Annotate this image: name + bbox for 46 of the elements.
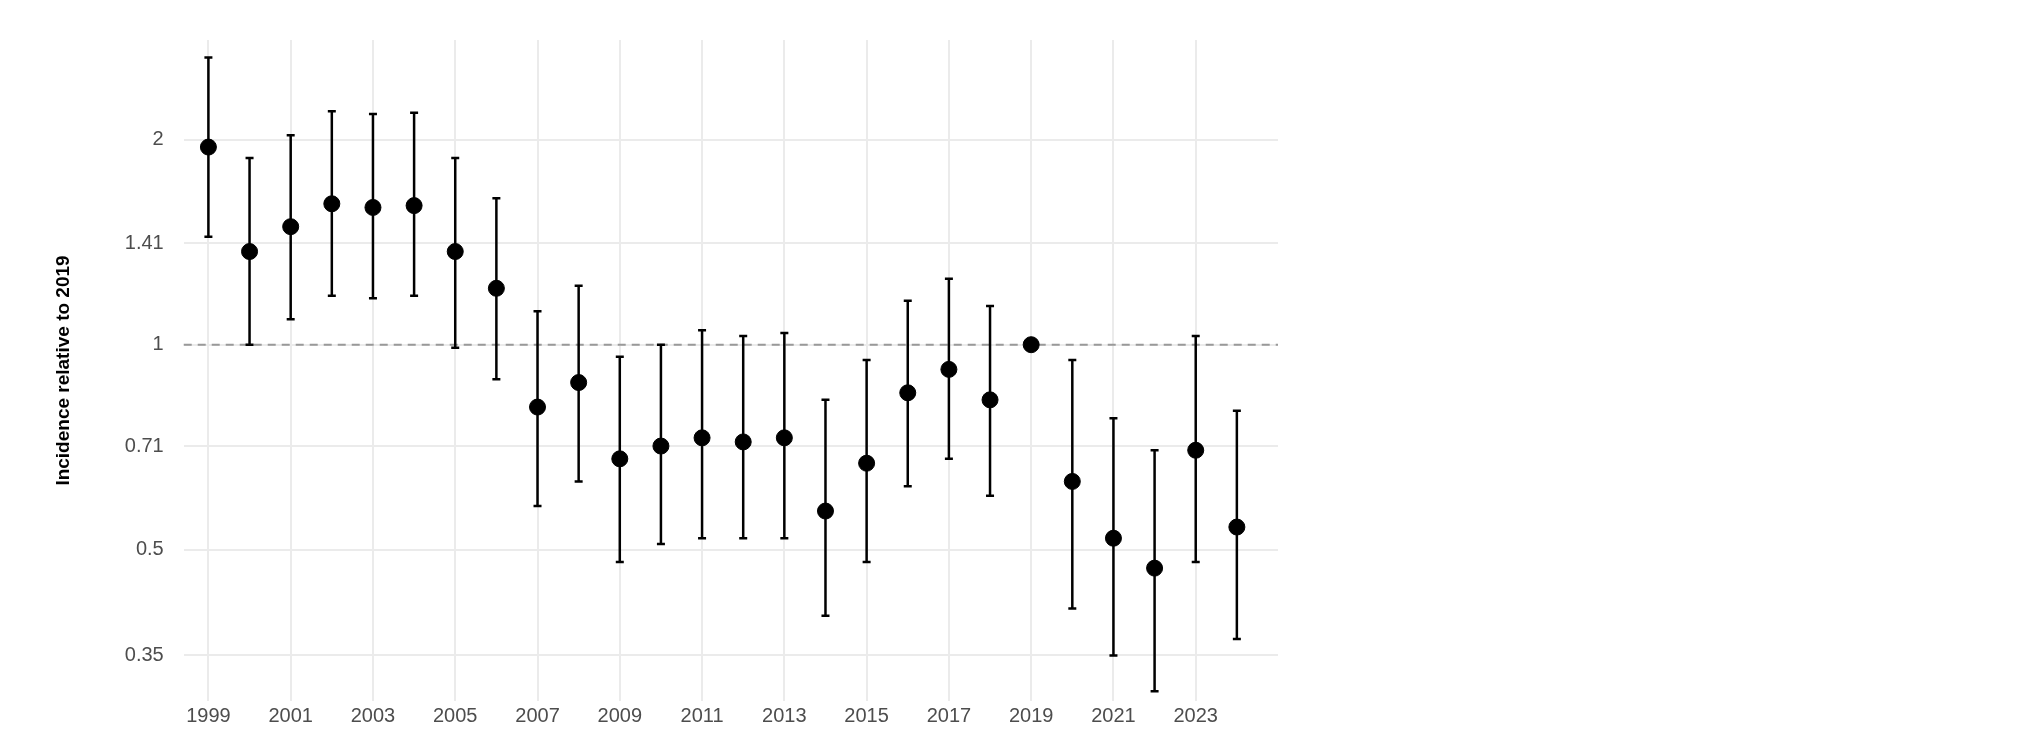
point — [775, 429, 793, 447]
point — [611, 450, 629, 468]
point — [364, 198, 382, 216]
point — [816, 502, 834, 520]
point — [940, 360, 958, 378]
y-tick-label: 1 — [152, 332, 164, 355]
x-tick-label: 1999 — [186, 703, 231, 726]
x-tick-label: 2013 — [762, 703, 807, 726]
point — [734, 433, 752, 451]
x-tick-label: 2015 — [844, 703, 889, 726]
x-tick-label: 2019 — [1008, 703, 1054, 726]
y-tick-label: 0.71 — [124, 433, 164, 456]
y-tick-label: 1.41 — [124, 230, 164, 253]
point — [282, 218, 300, 236]
point — [1187, 441, 1205, 459]
x-tick-label: 2021 — [1091, 703, 1136, 726]
point — [1146, 559, 1164, 577]
x-tick-label: 2005 — [432, 703, 478, 726]
point — [446, 243, 464, 261]
y-tick-label: 0.5 — [135, 537, 164, 560]
point — [1228, 518, 1246, 536]
point — [899, 384, 917, 402]
x-tick-label: 2023 — [1173, 703, 1218, 726]
point — [1063, 472, 1081, 490]
point — [241, 243, 259, 261]
point — [981, 391, 999, 409]
point — [487, 279, 505, 297]
x-tick-label: 2017 — [926, 703, 972, 726]
point — [323, 195, 341, 213]
point — [1104, 529, 1122, 547]
point — [405, 197, 423, 215]
x-tick-label: 2001 — [268, 703, 313, 726]
point — [652, 437, 670, 455]
x-tick-label: 2011 — [680, 703, 724, 726]
point — [529, 398, 547, 416]
y-tick-label: 2 — [152, 127, 164, 150]
point — [858, 454, 876, 472]
point — [199, 138, 217, 156]
point — [570, 374, 588, 392]
point — [693, 429, 711, 447]
x-tick-label: 2007 — [515, 703, 560, 726]
y-axis-title: Incidence relative to 2019 — [51, 255, 73, 486]
x-tick-label: 2009 — [597, 703, 643, 726]
point — [1022, 336, 1040, 354]
y-tick-label: 0.35 — [124, 642, 164, 665]
x-tick-label: 2003 — [350, 703, 396, 726]
